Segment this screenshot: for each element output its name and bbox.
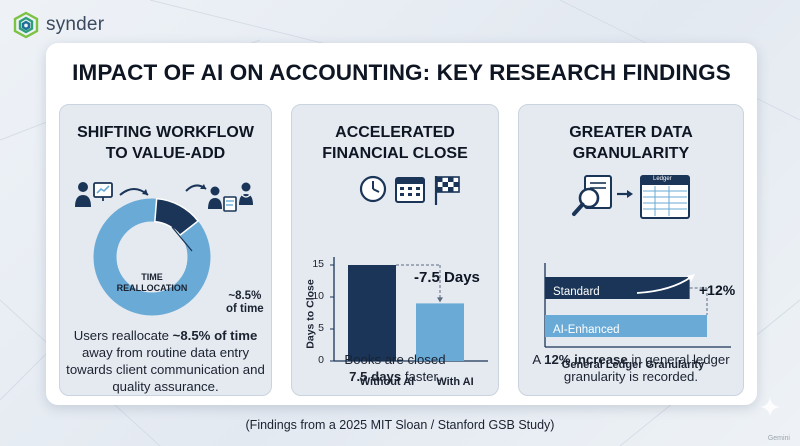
panel-caption: Users reallocate ~8.5% of time away from… <box>66 327 265 395</box>
panel-title: GREATER DATA GRANULARITY <box>519 122 743 164</box>
y-tick-label: 5 <box>318 322 324 334</box>
bar-label-standard: Standard <box>553 286 600 298</box>
panel-title-line: GRANULARITY <box>572 145 690 162</box>
category-label-with-ai: With AI <box>436 376 474 388</box>
caption-highlight: 12% increase <box>544 352 628 367</box>
caption-highlight: 7.5 days <box>349 369 402 384</box>
increase-label: +12% <box>699 282 736 298</box>
panel-caption: A 12% increase in general ledger granula… <box>525 351 737 385</box>
y-tick-label: 0 <box>318 354 324 366</box>
caption-text: away from routine data entry towards cli… <box>66 345 265 394</box>
increase-arrow <box>636 276 692 294</box>
granularity-icons <box>572 175 690 219</box>
donut-pointer <box>171 226 193 252</box>
caption-highlight: ~8.5% of time <box>172 328 258 343</box>
panel-title-line: FINANCIAL CLOSE <box>322 145 468 162</box>
panel-caption: Books are closed 7.5 days faster. <box>298 351 492 385</box>
donut-percent-unit: of time <box>226 303 264 315</box>
caption-text: Books are closed <box>344 352 446 367</box>
close-icons <box>359 175 460 205</box>
panel-title-line: GREATER DATA <box>569 124 693 141</box>
caption-text: faster. <box>401 369 441 384</box>
difference-arrowhead <box>437 297 443 303</box>
ledger-table-icon <box>640 175 690 219</box>
page-title: IMPACT OF AI ON ACCOUNTING: KEY RESEARCH… <box>72 60 731 85</box>
days-to-close-chart <box>330 257 488 362</box>
panel-title-line: TO VALUE-ADD <box>105 145 226 162</box>
y-axis-title: Days to Close <box>304 279 317 349</box>
donut-chart <box>93 197 211 316</box>
bar-without-ai <box>348 265 396 361</box>
bar-standard <box>545 277 690 299</box>
clock-icon <box>359 175 387 203</box>
sparkle-icon <box>760 397 780 417</box>
panel-title-line: SHIFTING WORKFLOW <box>77 124 254 141</box>
y-tick-label: 10 <box>312 290 324 302</box>
source-note: (Findings from a 2025 MIT Sloan / Stanfo… <box>245 418 555 432</box>
x-axis-title: General Ledger Granularity <box>561 359 705 371</box>
panel-title-line: ACCELERATED <box>335 124 455 141</box>
person-at-computer-icon <box>75 182 113 207</box>
caption-text: A <box>532 352 545 367</box>
document-magnifier-icon <box>572 175 612 216</box>
brand-name: synder <box>46 14 105 35</box>
y-tick-label: 15 <box>312 258 324 270</box>
watermark: Gemini <box>767 435 790 442</box>
client-meeting-icon <box>208 182 253 212</box>
caption-text: Users reallocate <box>73 328 173 343</box>
donut-center-line: REALLOCATION <box>116 283 188 293</box>
brand: synder <box>12 11 104 39</box>
donut-slice-highlight <box>154 197 200 237</box>
panel-workflow: SHIFTING WORKFLOW TO VALUE-ADD <box>59 104 272 396</box>
difference-label: -7.5 Days <box>414 269 480 286</box>
bar-label-ai-enhanced: AI-Enhanced <box>553 324 620 336</box>
caption-text: in general ledger granularity is recorde… <box>563 352 730 384</box>
panel-data-granularity: GREATER DATA GRANULARITY <box>518 104 744 396</box>
donut-ring <box>93 198 211 316</box>
donut-percent-label: ~8.5% of time <box>226 290 264 316</box>
checkered-flag-icon <box>434 176 460 205</box>
ledger-icon-label: Ledger <box>653 176 672 182</box>
granularity-chart <box>544 263 731 348</box>
infographic-card: IMPACT OF AI ON ACCOUNTING: KEY RESEARCH… <box>46 43 757 405</box>
panel-title: ACCELERATED FINANCIAL CLOSE <box>292 122 498 164</box>
category-label-without-ai: Without AI <box>359 376 415 388</box>
calendar-icon <box>395 177 425 203</box>
bar-ai-enhanced <box>545 315 707 337</box>
donut-percent-value: ~8.5% <box>228 290 262 302</box>
synder-logo-icon <box>13 11 39 39</box>
donut-center-line: TIME <box>141 272 163 282</box>
workflow-icons <box>75 182 253 212</box>
panel-financial-close: ACCELERATED FINANCIAL CLOSE <box>291 104 499 396</box>
donut-center-label: TIME REALLOCATION <box>112 272 192 294</box>
panel-title: SHIFTING WORKFLOW TO VALUE-ADD <box>60 122 271 164</box>
bar-with-ai <box>416 303 464 361</box>
